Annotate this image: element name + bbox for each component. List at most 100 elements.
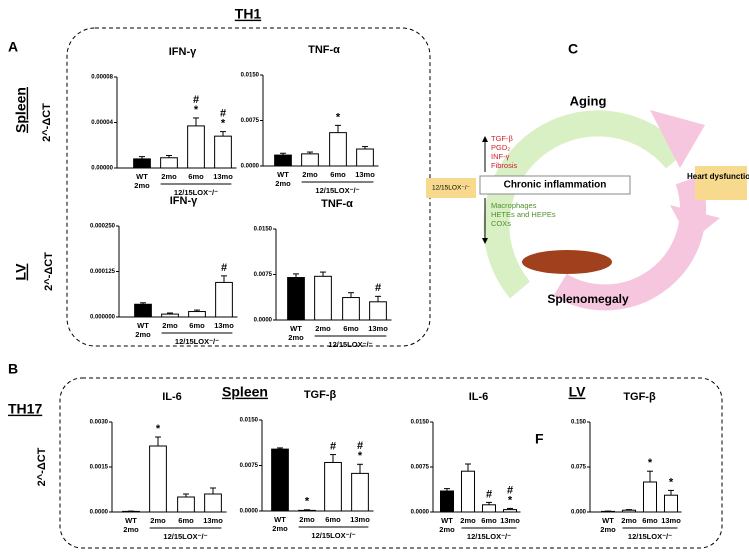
- control-age: 2mo: [600, 525, 616, 534]
- x-tick-label: 6mo: [188, 172, 204, 181]
- bar: [271, 448, 289, 512]
- chart-title: IFN-γ: [169, 46, 197, 58]
- th17-box: [59, 377, 723, 549]
- x-tick-label: 6mo: [325, 515, 341, 524]
- y-tick-label: 0.0000: [90, 510, 109, 516]
- arrowhead: [482, 136, 488, 142]
- y-tick-label: 0.000: [571, 510, 587, 516]
- significance-mark: *: [508, 494, 513, 506]
- diagram-text: INF-γ: [491, 152, 510, 161]
- significance-mark: #: [357, 440, 363, 452]
- bar: [369, 301, 387, 321]
- chart-title: IL-6: [469, 391, 489, 403]
- tissue-label: Spleen: [222, 384, 268, 400]
- row-label: LV: [13, 263, 29, 281]
- diagram-text: Heart dysfunction: [687, 172, 749, 181]
- x-tick-label: 13mo: [368, 324, 388, 333]
- y-tick-label: 0.0000: [240, 509, 259, 515]
- y-tick-label: 0.0075: [411, 465, 430, 471]
- bar: [663, 494, 679, 513]
- control-age: 2mo: [288, 333, 304, 342]
- x-tick-label: 6mo: [343, 324, 359, 333]
- tissue-label: LV: [569, 384, 587, 400]
- x-tick-label: WT: [274, 515, 286, 524]
- panel-label: A: [8, 39, 18, 55]
- y-tick-label: 0.0000: [254, 318, 273, 324]
- x-tick-label: 13mo: [350, 515, 370, 524]
- bar: [342, 297, 360, 321]
- significance-mark: *: [305, 496, 310, 508]
- spleen-image: [522, 250, 612, 274]
- y-tick-label: 0.0075: [240, 463, 259, 469]
- bar: [161, 313, 179, 318]
- section-title: TH1: [235, 6, 262, 22]
- bar: [314, 275, 332, 321]
- control-age: 2mo: [275, 179, 291, 188]
- group-label: 12/15LOX⁻/⁻: [163, 532, 207, 541]
- diagram-text: Aging: [570, 93, 607, 108]
- group-label: 12/15LOX⁻/⁻: [175, 337, 219, 346]
- pink-arc: [553, 175, 707, 311]
- bar: [460, 470, 476, 513]
- y-tick-label: 0.00004: [91, 120, 113, 126]
- significance-mark: #: [193, 94, 199, 106]
- green-arc: [483, 110, 686, 299]
- y-tick-label: 0.0000: [411, 510, 430, 516]
- bar: [301, 153, 319, 167]
- significance-mark: *: [194, 104, 199, 116]
- bar: [356, 148, 374, 167]
- group-label: 12/15LOX⁻/⁻: [628, 532, 672, 541]
- row-label: Spleen: [13, 87, 29, 133]
- x-tick-label: 6mo: [330, 170, 346, 179]
- chart-title: TNF-α: [321, 198, 353, 210]
- panel-label: B: [8, 361, 18, 377]
- bar: [187, 125, 205, 169]
- panel-label: F: [535, 431, 544, 447]
- significance-mark: *: [669, 476, 674, 488]
- bar: [134, 303, 152, 318]
- y-tick-label: 0.00008: [91, 75, 113, 81]
- y-tick-label: 0.0150: [411, 420, 430, 426]
- x-tick-label: WT: [125, 516, 137, 525]
- bar: [204, 493, 222, 513]
- bar: [274, 154, 292, 167]
- x-tick-label: 2mo: [150, 516, 166, 525]
- x-tick-label: 2mo: [302, 170, 318, 179]
- panel-label: C: [568, 41, 578, 57]
- group-label: 12/15LOX⁻/⁻: [315, 186, 359, 195]
- y-tick-label: 0.0015: [90, 465, 109, 471]
- x-tick-label: 13mo: [661, 516, 681, 525]
- right-box: [695, 166, 747, 200]
- x-tick-label: WT: [277, 170, 289, 179]
- bar: [502, 509, 518, 513]
- significance-mark: #: [507, 484, 513, 496]
- x-tick-label: WT: [137, 321, 149, 330]
- x-tick-label: 6mo: [642, 516, 658, 525]
- diagram-text: Chronic inflammation: [504, 180, 607, 191]
- bar: [133, 158, 151, 169]
- significance-mark: #: [486, 488, 492, 500]
- diagram-text: PGD₂: [491, 143, 510, 152]
- bar: [329, 132, 347, 167]
- arrowhead: [482, 238, 488, 244]
- control-age: 2mo: [123, 525, 139, 534]
- group-label: 12/15LOX⁻/⁻: [174, 188, 218, 197]
- x-tick-label: 2mo: [315, 324, 331, 333]
- bar: [481, 504, 497, 513]
- x-tick-label: WT: [441, 516, 453, 525]
- group-label: 12/15LOX⁻/⁻: [328, 340, 372, 349]
- bar: [177, 496, 195, 513]
- diagram-text: HETEs and HEPEs: [491, 210, 556, 219]
- chart-title: IL-6: [162, 391, 182, 403]
- chart-title: TGF-β: [304, 389, 337, 401]
- y-axis-label: 2^-ΔCT: [41, 103, 53, 142]
- y-tick-label: 0.000125: [90, 269, 116, 275]
- x-tick-label: 6mo: [178, 516, 194, 525]
- diagram-text: Macrophages: [491, 201, 537, 210]
- bar: [149, 445, 167, 513]
- x-tick-label: 2mo: [161, 172, 177, 181]
